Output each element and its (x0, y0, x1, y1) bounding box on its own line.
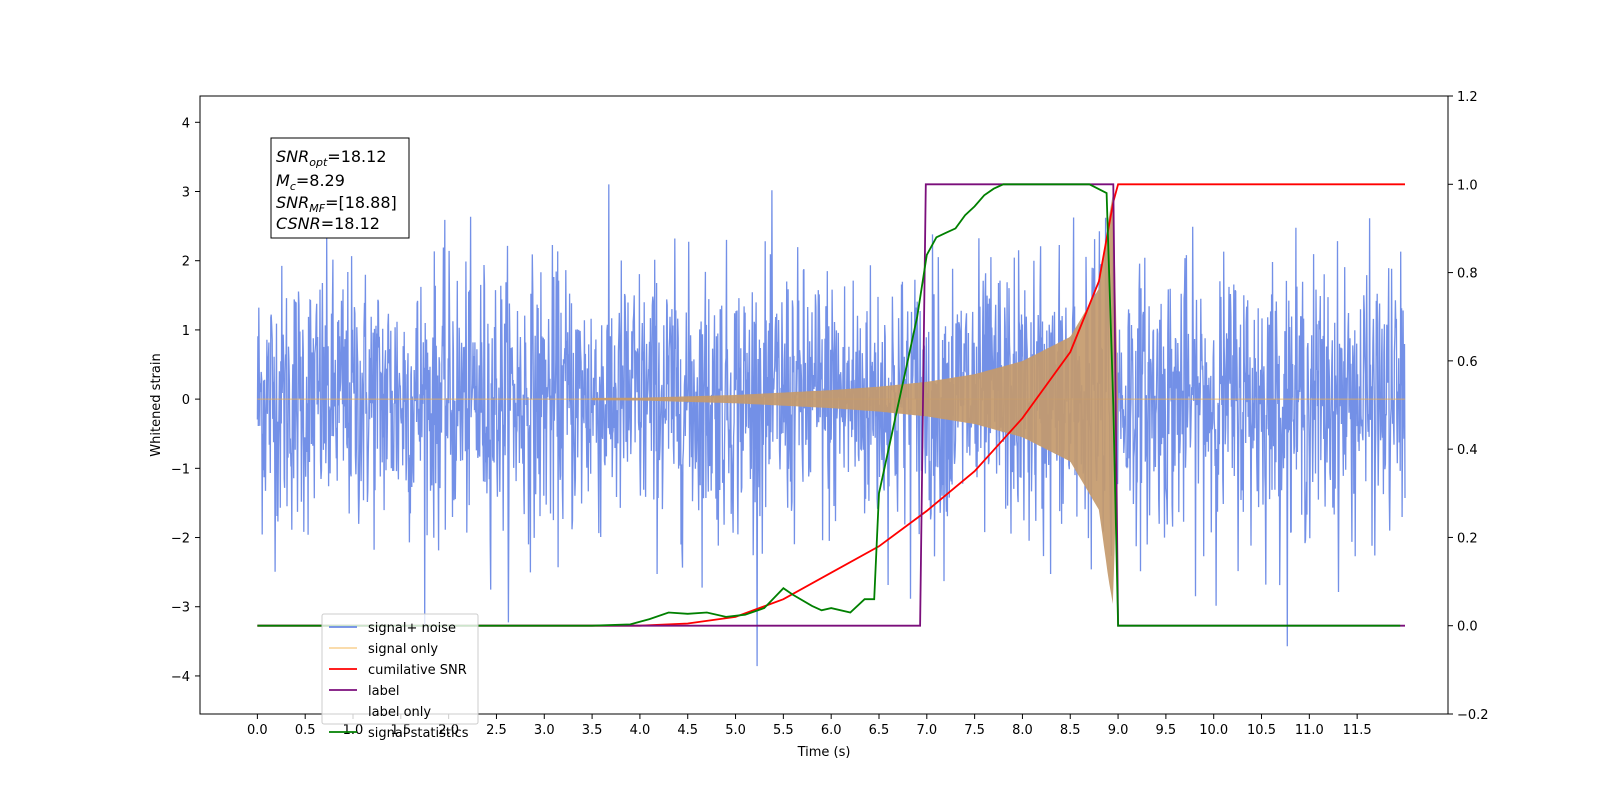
right-tick-label: −0.2 (1457, 708, 1489, 723)
csnr-text: CSNR=18.12 (276, 214, 380, 233)
x-tick-label: 7.0 (916, 723, 937, 738)
x-tick-label: 4.0 (630, 723, 651, 738)
left-axis-ticks: 4 3 2 1 0 −1 −2 −3 −4 (171, 116, 200, 685)
x-tick-label: 0.5 (295, 723, 316, 738)
right-axis-series-layer (257, 183, 1405, 627)
x-tick-label: 3.0 (534, 723, 555, 738)
x-tick-label: 8.0 (1012, 723, 1033, 738)
signal-noise-line (256, 184, 1406, 667)
legend-entry-label: cumilative SNR (368, 663, 467, 678)
signal-statistics-line (257, 183, 1401, 627)
x-tick-label: 6.0 (821, 723, 842, 738)
x-tick-label: 6.5 (869, 723, 890, 738)
x-tick-label: 2.5 (486, 723, 507, 738)
x-tick-label: 9.5 (1156, 723, 1177, 738)
noise-series-layer (256, 184, 1406, 667)
x-axis-ticks: 0.0 0.5 1.0 1.5 2.0 2.5 3.0 3.5 4.0 4.5 5.0 5.5 6.0 6… (247, 714, 1372, 738)
x-tick-label: 11.5 (1343, 723, 1372, 738)
right-tick-label: 1.0 (1457, 178, 1478, 193)
x-tick-label: 5.0 (725, 723, 746, 738)
snr-mf-text: SNRMF=[18.88] (276, 193, 397, 215)
metrics-annotation-box: SNRopt=18.12 Mc=8.29 SNRMF=[18.88] CSNR=… (270, 137, 410, 239)
y-axis-label: Whitened strain (149, 353, 164, 456)
x-axis-label: Time (s) (797, 745, 851, 760)
left-tick-label: 1 (182, 324, 190, 339)
right-tick-label: 0.8 (1457, 267, 1478, 282)
x-tick-label: 7.5 (964, 723, 985, 738)
x-tick-label: 11.0 (1295, 723, 1324, 738)
x-tick-label: 0.0 (247, 723, 268, 738)
right-axis-ticks: 1.2 1.0 0.8 0.6 0.4 0.2 0.0 −0.2 (1448, 90, 1489, 723)
x-tick-label: 3.5 (582, 723, 603, 738)
plot-frame (199, 95, 1449, 715)
signal-only-chirp (592, 194, 1119, 605)
x-tick-label: 1.0 (343, 723, 364, 738)
left-tick-label: 3 (182, 186, 190, 201)
x-tick-label: 8.5 (1060, 723, 1081, 738)
snr-opt-text: SNRopt=18.12 (276, 147, 387, 169)
left-tick-label: 4 (182, 116, 190, 131)
legend-entry-label: signal statistics (368, 726, 469, 741)
right-tick-label: 0.6 (1457, 355, 1478, 370)
right-tick-label: 0.2 (1457, 531, 1478, 546)
legend-entry-label: signal only (368, 642, 438, 657)
left-tick-label: −2 (171, 532, 190, 547)
mc-text: Mc=8.29 (276, 171, 345, 193)
left-tick-label: −3 (171, 601, 190, 616)
x-tick-label: 2.0 (438, 723, 459, 738)
legend-entry-label: label (368, 684, 399, 699)
x-tick-label: 9.0 (1108, 723, 1129, 738)
legend-entry-label: signal+ noise (368, 621, 456, 636)
right-tick-label: 0.4 (1457, 443, 1478, 458)
left-tick-label: 2 (182, 255, 190, 270)
x-tick-label: 10.5 (1247, 723, 1276, 738)
x-tick-label: 4.5 (677, 723, 698, 738)
legend-entry-label: label only (368, 705, 431, 720)
left-tick-label: −1 (171, 462, 190, 477)
right-tick-label: 0.0 (1457, 620, 1478, 635)
x-tick-label: 10.0 (1199, 723, 1228, 738)
left-tick-label: 0 (182, 393, 190, 408)
x-tick-label: 1.5 (390, 723, 411, 738)
left-tick-label: −4 (171, 670, 190, 685)
right-tick-label: 1.2 (1457, 90, 1478, 105)
legend: signal+ noise signal only cumilative SNR la… (321, 613, 479, 741)
x-tick-label: 5.5 (773, 723, 794, 738)
signal-only-series-layer (257, 194, 1405, 605)
